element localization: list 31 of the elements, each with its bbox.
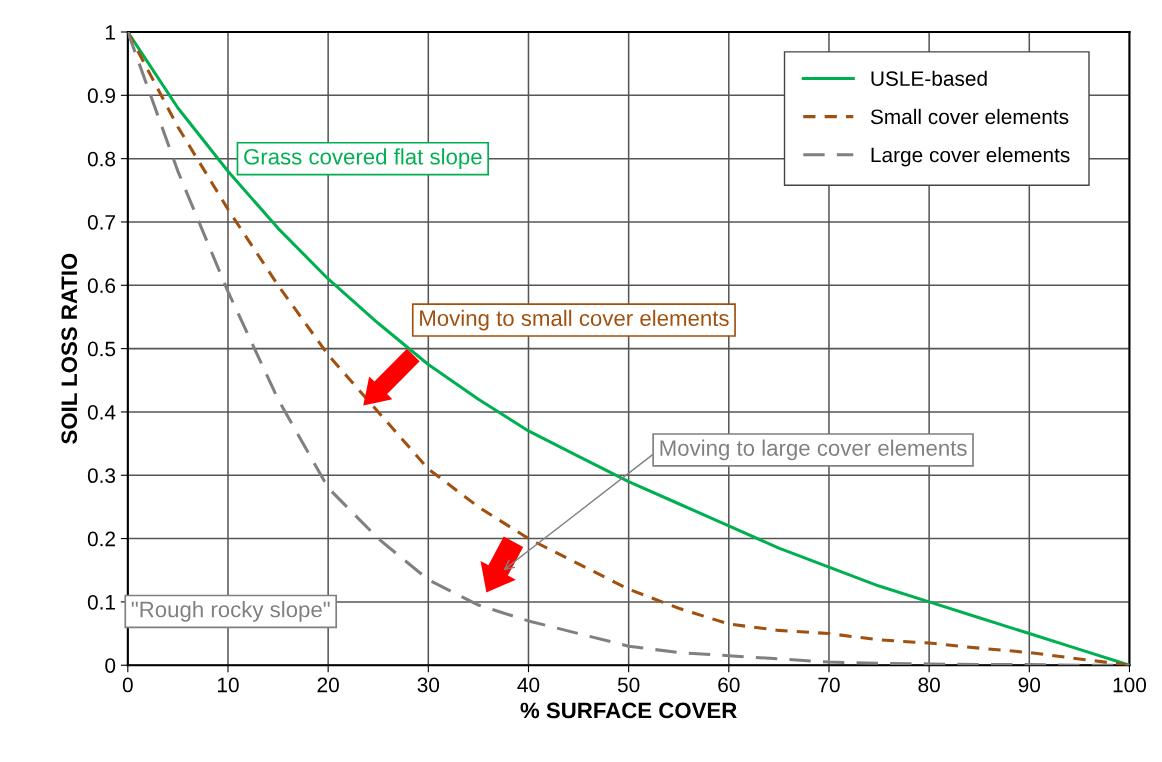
x-tick-label: 70 [818, 677, 840, 693]
x-axis-title: % SURFACE COVER [520, 702, 737, 719]
x-tick-label: 90 [1018, 677, 1041, 693]
legend-label: Large cover elements [871, 147, 1070, 167]
x-tick-label: 60 [718, 677, 740, 693]
y-tick-label: 1 [106, 25, 115, 40]
x-tick-label: 40 [517, 677, 540, 693]
y-tick-label: 0.4 [87, 404, 116, 420]
x-tick-label: 30 [417, 677, 440, 693]
legend-label: Small cover elements [870, 108, 1069, 125]
y-tick-label: 0.2 [87, 531, 115, 547]
x-tick-label: 0 [122, 677, 133, 693]
x-tick-label: 10 [217, 677, 239, 693]
y-tick-label: 0.5 [87, 341, 116, 357]
annotation: "Rough rocky slope" [131, 601, 330, 622]
y-axis-title: SOIL LOSS RATIO [61, 253, 78, 444]
legend-label: USLE-based [871, 70, 987, 86]
annotation: Moving to large cover elements [660, 439, 967, 461]
y-tick-label: 0.1 [87, 594, 115, 610]
y-tick-label: 0.6 [87, 278, 116, 294]
y-tick-label: 0 [105, 658, 116, 673]
annotation: Moving to small cover elements [420, 309, 729, 331]
annotation: Grass covered flat slope [244, 148, 482, 170]
y-tick-label: 0.3 [87, 468, 116, 484]
x-tick-label: 100 [1113, 677, 1147, 693]
y-tick-label: 0.7 [87, 214, 115, 230]
y-tick-label: 0.9 [87, 88, 116, 104]
x-tick-label: 20 [317, 677, 339, 693]
x-tick-label: 80 [918, 677, 940, 693]
x-tick-label: 50 [617, 677, 640, 693]
y-tick-label: 0.8 [87, 151, 116, 167]
